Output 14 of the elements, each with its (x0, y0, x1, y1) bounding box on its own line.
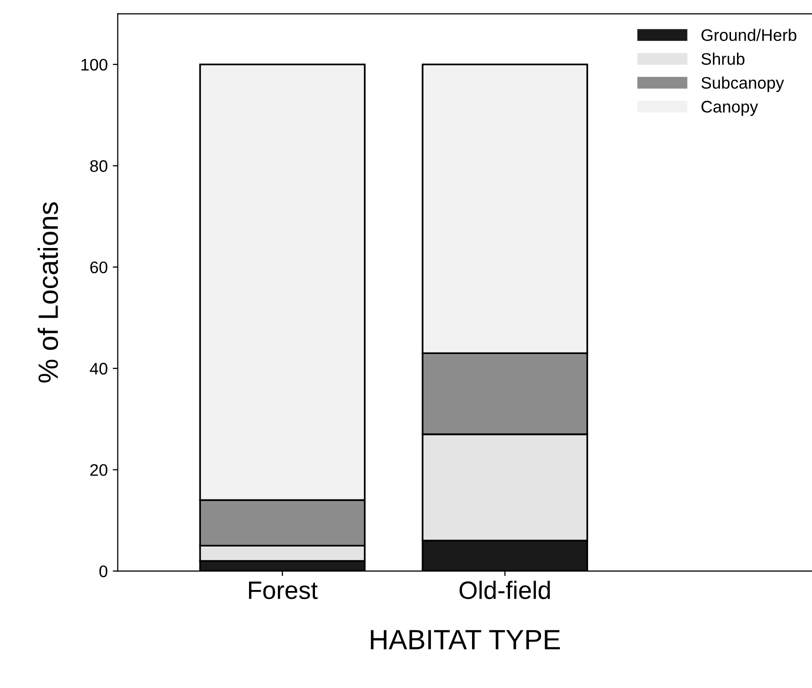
x-tick-label: Old-field (460, 580, 550, 600)
y-tick-label: 100 (81, 58, 108, 71)
y-tick-label: 0 (99, 565, 108, 578)
legend-label: Ground/Herb (702, 28, 796, 41)
x-axis-title: HABITAT TYPE (370, 630, 560, 650)
x-tick-label: Forest (249, 582, 318, 600)
legend-label: Subcanopy (701, 76, 784, 92)
y-tick-label: 80 (90, 160, 108, 172)
y-tick-label: 20 (90, 464, 108, 476)
legend-label: Canopy (702, 100, 758, 116)
y-tick-label: 40 (90, 362, 108, 375)
y-tick-label: 60 (90, 261, 108, 274)
legend-label: Shrub (701, 52, 744, 65)
y-axis-title: % of Locations (38, 202, 58, 383)
